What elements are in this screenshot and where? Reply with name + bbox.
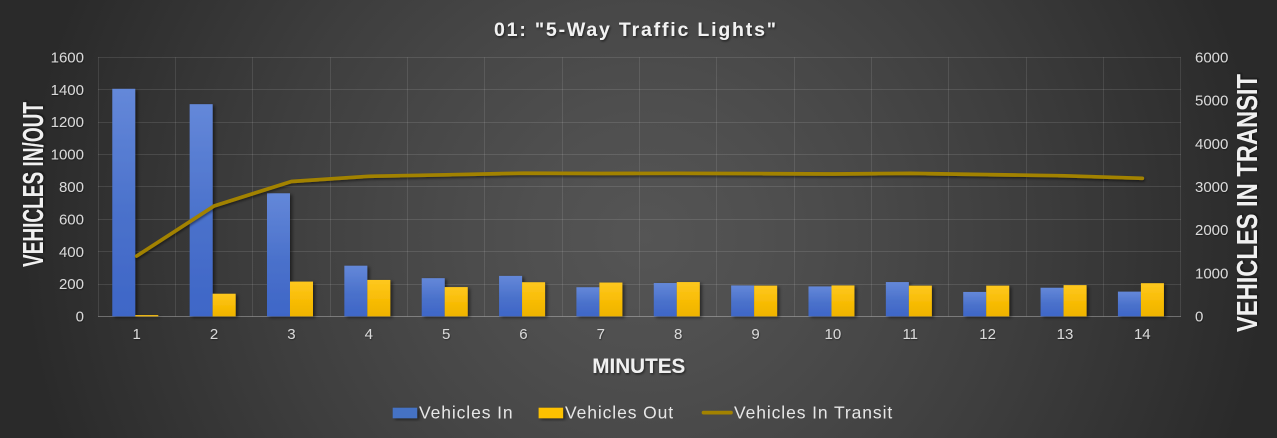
svg-text:1000: 1000	[51, 147, 84, 164]
svg-text:14: 14	[1134, 326, 1151, 343]
svg-text:5: 5	[442, 326, 450, 343]
svg-text:10: 10	[825, 326, 842, 343]
svg-text:400: 400	[59, 244, 84, 261]
svg-text:Vehicles Out: Vehicles Out	[565, 403, 674, 423]
svg-text:1200: 1200	[51, 114, 84, 131]
svg-text:MINUTES: MINUTES	[592, 354, 685, 378]
svg-text:0: 0	[76, 309, 84, 326]
svg-text:Vehicles In Transit: Vehicles In Transit	[734, 403, 893, 423]
svg-text:VEHICLES IN TRANSIT: VEHICLES IN TRANSIT	[1232, 74, 1264, 332]
svg-text:200: 200	[59, 276, 84, 293]
svg-text:11: 11	[902, 326, 918, 343]
svg-text:0: 0	[1195, 309, 1203, 326]
svg-text:VEHICLES IN/OUT: VEHICLES IN/OUT	[18, 102, 50, 267]
svg-text:01: "5-Way Traffic Lights": 01: "5-Way Traffic Lights"	[494, 19, 776, 41]
svg-text:6: 6	[519, 326, 527, 343]
svg-text:8: 8	[674, 326, 682, 343]
svg-text:7: 7	[597, 326, 605, 343]
svg-text:600: 600	[59, 211, 84, 228]
svg-text:Vehicles In: Vehicles In	[419, 403, 514, 423]
svg-text:4000: 4000	[1195, 136, 1228, 153]
svg-text:12: 12	[979, 326, 996, 343]
svg-text:2: 2	[210, 326, 218, 343]
svg-text:1: 1	[133, 326, 141, 343]
svg-text:1000: 1000	[1195, 265, 1228, 282]
svg-text:1400: 1400	[51, 82, 84, 99]
svg-text:6000: 6000	[1195, 49, 1228, 66]
svg-text:2000: 2000	[1195, 222, 1228, 239]
svg-text:9: 9	[751, 326, 759, 343]
svg-text:4: 4	[365, 326, 373, 343]
svg-text:13: 13	[1057, 326, 1074, 343]
svg-text:1600: 1600	[51, 49, 84, 66]
svg-text:3: 3	[287, 326, 295, 343]
svg-text:5000: 5000	[1195, 93, 1228, 110]
svg-text:800: 800	[59, 179, 84, 196]
svg-text:3000: 3000	[1195, 179, 1228, 196]
